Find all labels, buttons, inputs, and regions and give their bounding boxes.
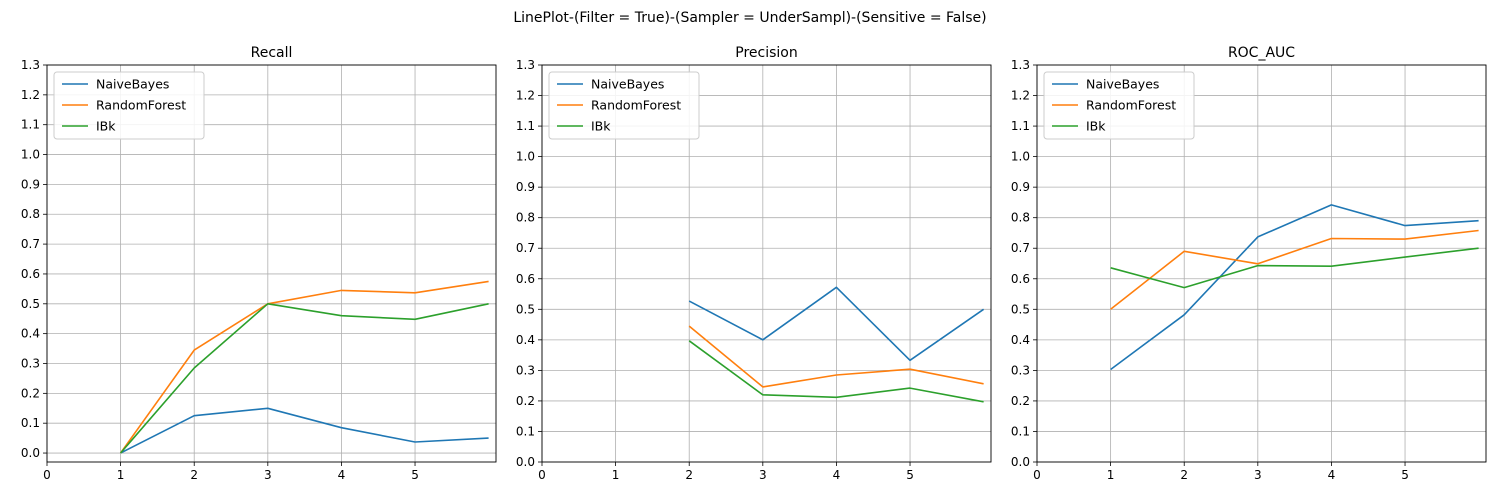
y-tick-label: 1.2 — [1011, 89, 1030, 103]
y-tick-label: 0.3 — [1011, 363, 1030, 377]
y-tick-label: 0.0 — [21, 446, 40, 460]
y-tick-label: 1.0 — [21, 148, 40, 162]
series-line-randomforest — [688, 325, 984, 388]
y-tick-label: 0.4 — [1011, 333, 1030, 347]
y-tick-label: 0.6 — [516, 272, 535, 286]
y-tick-label: 1.1 — [516, 119, 535, 133]
series-line-naivebayes — [120, 407, 489, 454]
chart-title: Recall — [251, 45, 293, 61]
y-tick-label: 1.1 — [21, 118, 40, 132]
x-tick-label: 2 — [1180, 468, 1188, 482]
chart-panel-2: 0 1 2 3 4 5 0.0 0.1 0.2 0.3 0.4 0.5 0.6 0.7 0.8 0.9 1.0 1… — [1011, 45, 1487, 482]
y-tick-label: 0.2 — [1011, 394, 1030, 408]
x-tick-label: 0 — [538, 468, 546, 482]
y-tick-label: 0.3 — [21, 356, 40, 370]
y-tick-label: 0.1 — [1011, 424, 1030, 438]
axes-frame — [541, 64, 992, 463]
legend-label-naivebayes: NaiveBayes — [1086, 77, 1159, 92]
series-line-randomforest — [119, 280, 489, 454]
x-tick-label: 1 — [612, 468, 620, 482]
y-tick-label: 0.9 — [516, 180, 535, 194]
legend: NaiveBayes RandomForest IBk — [1043, 71, 1195, 140]
legend: NaiveBayes RandomForest IBk — [548, 71, 700, 140]
y-tick-label: 0.6 — [1011, 272, 1030, 286]
y-tick-label: 1.1 — [1011, 119, 1030, 133]
x-tick-label: 0 — [1033, 468, 1041, 482]
x-tick-label: 1 — [117, 468, 125, 482]
y-tick-label: 1.3 — [516, 58, 535, 72]
x-tick-label: 4 — [833, 468, 841, 482]
series-line-naivebayes — [688, 286, 985, 362]
x-tick-label: 5 — [411, 468, 419, 482]
x-tick-label: 5 — [906, 468, 914, 482]
y-tick-label: 1.2 — [21, 88, 40, 102]
x-tick-label: 2 — [190, 468, 198, 482]
x-tick-label: 0 — [43, 468, 51, 482]
y-tick-label: 0.9 — [1011, 180, 1030, 194]
legend-label-randomforest: RandomForest — [1086, 98, 1176, 113]
y-tick-label: 1.0 — [1011, 150, 1030, 164]
legend: NaiveBayes RandomForest IBk — [53, 71, 205, 140]
series-line-ibk — [688, 340, 984, 403]
legend-box — [53, 71, 205, 140]
y-tick-label: 0.8 — [21, 207, 40, 221]
y-tick-label: 0.7 — [21, 237, 40, 251]
y-tick-label: 0.0 — [1011, 455, 1030, 469]
y-tick-label: 1.3 — [21, 58, 40, 72]
y-tick-label: 0.1 — [21, 416, 40, 430]
chart-panel-0: 0 1 2 3 4 5 0.0 0.1 0.2 0.3 0.4 0.5 0.6 0.7 0.8 0.9 1.0 1… — [21, 45, 497, 482]
x-tick-label: 1 — [1107, 468, 1115, 482]
legend-label-ibk: IBk — [96, 119, 116, 134]
series-line-randomforest — [1110, 229, 1479, 310]
y-tick-label: 0.0 — [516, 455, 535, 469]
y-tick-label: 0.4 — [516, 333, 535, 347]
x-tick-label: 3 — [759, 468, 767, 482]
series-line-ibk — [1110, 247, 1479, 289]
x-tick-label: 3 — [1254, 468, 1262, 482]
series-line-naivebayes — [1110, 204, 1479, 371]
y-tick-label: 0.9 — [21, 177, 40, 191]
x-tick-label: 2 — [685, 468, 693, 482]
legend-label-naivebayes: NaiveBayes — [591, 77, 664, 92]
x-tick-label: 3 — [264, 468, 272, 482]
legend-label-ibk: IBk — [1086, 119, 1106, 134]
legend-label-naivebayes: NaiveBayes — [96, 77, 169, 92]
y-tick-label: 0.5 — [516, 302, 535, 316]
y-tick-label: 0.2 — [516, 394, 535, 408]
y-tick-label: 1.0 — [516, 150, 535, 164]
y-tick-label: 0.5 — [1011, 302, 1030, 316]
y-tick-label: 0.4 — [21, 327, 40, 341]
chart-title: Precision — [735, 45, 797, 61]
x-tick-label: 4 — [1328, 468, 1336, 482]
y-tick-label: 0.7 — [516, 241, 535, 255]
y-tick-label: 1.3 — [1011, 58, 1030, 72]
y-tick-label: 0.1 — [516, 424, 535, 438]
y-tick-label: 0.6 — [21, 267, 40, 281]
y-tick-label: 0.5 — [21, 297, 40, 311]
y-tick-label: 0.7 — [1011, 241, 1030, 255]
y-tick-label: 0.2 — [21, 386, 40, 400]
series-line-ibk — [119, 302, 489, 454]
chart-panel-1: 0 1 2 3 4 5 0.0 0.1 0.2 0.3 0.4 0.5 0.6 0.7 0.8 0.9 1.0 1… — [516, 45, 992, 482]
x-tick-label: 4 — [338, 468, 346, 482]
y-tick-label: 0.3 — [516, 363, 535, 377]
y-tick-label: 1.2 — [516, 89, 535, 103]
x-tick-label: 5 — [1401, 468, 1409, 482]
y-tick-label: 0.8 — [1011, 211, 1030, 225]
legend-label-ibk: IBk — [591, 119, 611, 134]
chart-title: ROC_AUC — [1228, 45, 1295, 61]
axes-frame — [46, 64, 497, 463]
legend-label-randomforest: RandomForest — [96, 98, 186, 113]
figure-suptitle: LinePlot-(Filter = True)-(Sampler = Unde… — [513, 10, 986, 26]
axes-frame — [1036, 64, 1487, 463]
legend-box — [548, 71, 700, 140]
legend-box — [1043, 71, 1195, 140]
legend-label-randomforest: RandomForest — [591, 98, 681, 113]
y-tick-label: 0.8 — [516, 211, 535, 225]
